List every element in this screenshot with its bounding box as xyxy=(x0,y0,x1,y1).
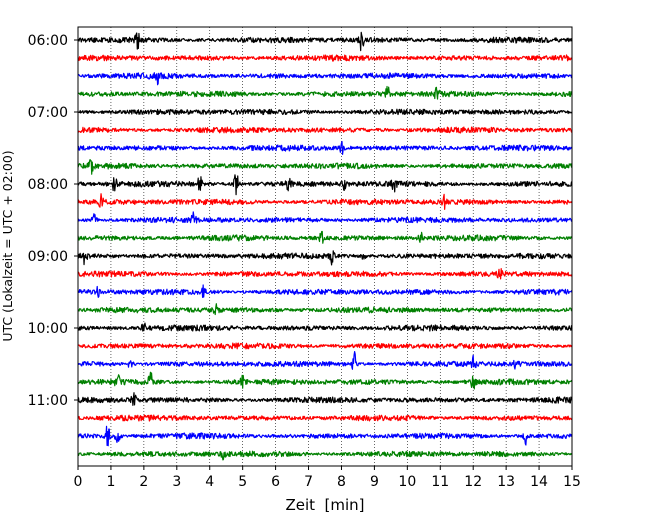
grid-layer xyxy=(110,27,540,466)
x-tick-label: 0 xyxy=(74,474,83,490)
x-tick-label: 12 xyxy=(464,474,482,490)
trace-0830 xyxy=(77,211,573,224)
tick-layer: 0 1 2 3 4 5 6 7 8 9 10 11 12 13 14 1506:0007:0008:0009:… xyxy=(28,33,581,490)
x-tick-label: 8 xyxy=(337,474,346,490)
trace-1000 xyxy=(77,322,573,332)
trace-1145 xyxy=(77,450,573,461)
trace-0630 xyxy=(77,72,573,86)
trace-0945 xyxy=(77,303,573,316)
y-tick-label: 08:00 xyxy=(28,177,68,193)
trace-1100 xyxy=(77,392,573,406)
trace-0930 xyxy=(77,284,573,298)
trace-0900 xyxy=(77,250,573,266)
y-tick-label: 06:00 xyxy=(28,33,68,49)
trace-0700 xyxy=(77,108,573,116)
trace-0600 xyxy=(77,31,573,52)
trace-0645 xyxy=(77,85,573,100)
trace-1015 xyxy=(77,342,573,350)
x-tick-label: 15 xyxy=(563,474,581,490)
x-tick-label: 10 xyxy=(398,474,416,490)
y-tick-label: 07:00 xyxy=(28,105,68,121)
trace-1115 xyxy=(77,414,573,422)
x-tick-label: 4 xyxy=(205,474,214,490)
x-tick-label: 3 xyxy=(172,474,181,490)
trace-0845 xyxy=(77,230,573,244)
y-tick-label: 09:00 xyxy=(28,249,68,265)
x-axis-title: Zeit [min] xyxy=(285,496,364,514)
x-tick-label: 7 xyxy=(304,474,313,490)
plot-frame xyxy=(77,26,573,467)
x-tick-label: 11 xyxy=(431,474,449,490)
trace-layer xyxy=(77,31,573,461)
x-tick-label: 14 xyxy=(530,474,548,490)
y-axis-title: UTC (Lokalzeit = UTC + 02:00) xyxy=(0,150,15,341)
x-tick-label: 1 xyxy=(106,474,115,490)
y-tick-label: 11:00 xyxy=(28,393,68,409)
x-tick-label: 9 xyxy=(370,474,379,490)
trace-1030 xyxy=(77,350,573,370)
trace-0730 xyxy=(77,140,573,156)
trace-0815 xyxy=(77,193,573,210)
trace-0715 xyxy=(77,126,573,134)
x-tick-label: 5 xyxy=(238,474,247,490)
x-tick-label: 6 xyxy=(271,474,280,490)
trace-1130 xyxy=(77,425,573,447)
trace-0745 xyxy=(77,158,573,175)
y-tick-label: 10:00 xyxy=(28,321,68,337)
x-tick-label: 2 xyxy=(139,474,148,490)
trace-0800 xyxy=(77,174,573,196)
x-tick-label: 13 xyxy=(497,474,515,490)
trace-0615 xyxy=(77,54,573,62)
trace-1045 xyxy=(77,371,573,390)
trace-0915 xyxy=(77,268,573,280)
